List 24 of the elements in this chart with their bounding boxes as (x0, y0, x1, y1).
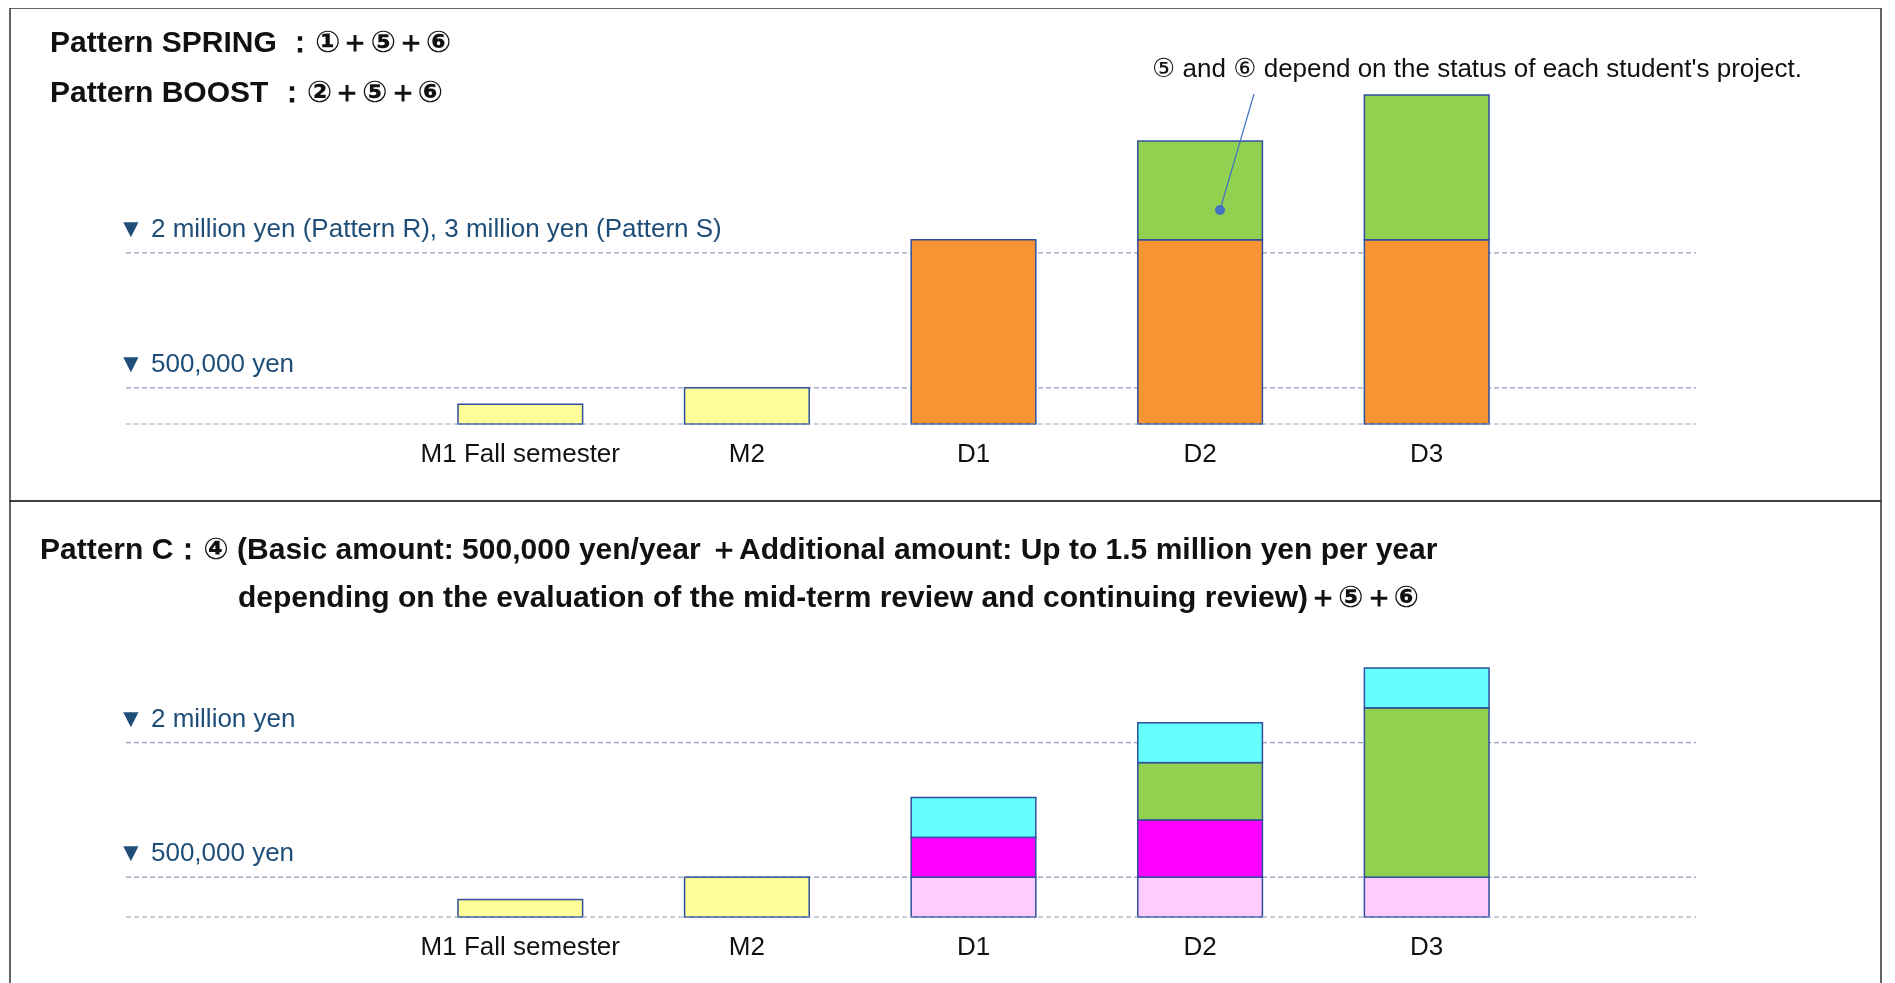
x-tick-label: D1 (956, 438, 991, 468)
bar (457, 898, 584, 918)
ref-line-label: ▼ 2 million yen (118, 702, 296, 733)
text: ⑤ and ⑥ depend on the status of each student's project. (1152, 53, 1802, 83)
x-tick-label: M2 (728, 931, 765, 961)
x-tick-label: D3 (1410, 931, 1444, 961)
bar (683, 387, 810, 425)
x-tick-label: D2 (1183, 438, 1217, 468)
x-tick-label: M1 Fall semester (420, 931, 621, 961)
bar (910, 239, 1037, 425)
x-tick-label: D1 (956, 931, 991, 961)
ref-line-label: ▼ 2 million yen (Pattern R), 3 million yen (Pattern S) (118, 212, 722, 243)
ref-line-label: ▼ 500,000 yen (118, 837, 295, 868)
x-tick-label: D3 (1410, 438, 1444, 468)
chart-subtitle: Pattern BOOST ：②＋⑤＋⑥ (50, 75, 443, 108)
chart-subtitle: depending on the evaluation of the mid-term review and continuing review)＋⑤＋⑥ (238, 580, 1419, 613)
x-tick-label: M1 Fall semester (420, 438, 621, 468)
chart-title: Pattern SPRING ：①＋⑤＋⑥ (50, 25, 452, 58)
chart-title: Pattern C：④ (Basic amount: 500,000 yen/year ＋Additional amount: Up to 1.5 million yen per year (40, 532, 1438, 565)
x-tick-label: D2 (1183, 931, 1217, 961)
bar (683, 876, 810, 918)
bar (457, 403, 584, 425)
ref-line-label: ▼ 500,000 yen (118, 347, 295, 378)
x-tick-label: M2 (728, 438, 765, 468)
